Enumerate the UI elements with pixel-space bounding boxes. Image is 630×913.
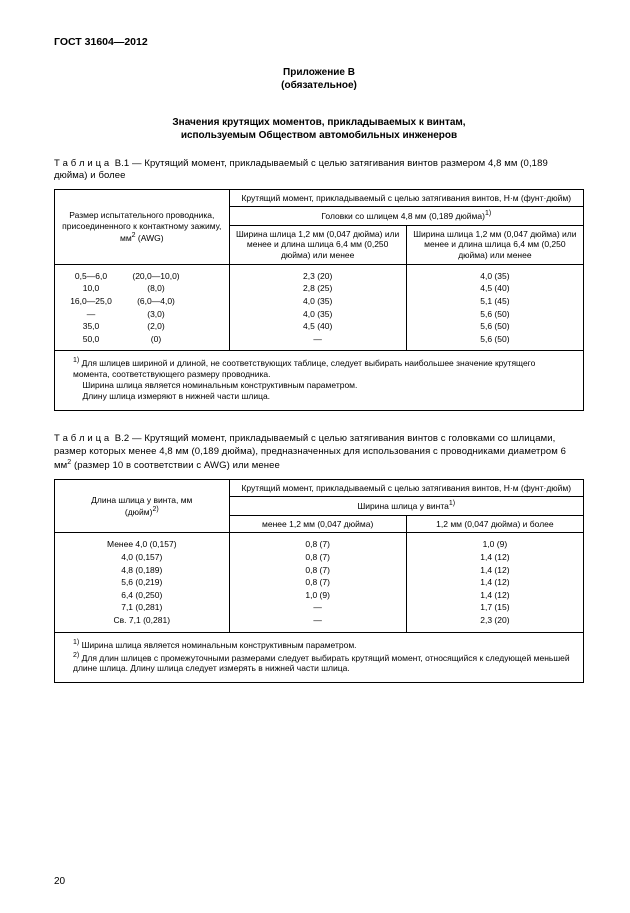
table-b2: Длина шлица у винта, мм(дюйм)2) Крутящий…	[54, 479, 584, 684]
caption-prefix: Т а б л и ц а	[54, 433, 109, 444]
b2-h-c2: менее 1,2 мм (0,047 дюйма)	[229, 515, 406, 533]
section-title-l1: Значения крутящих моментов, прикладываем…	[172, 117, 465, 128]
b1-h-col1b: (AWG)	[136, 232, 164, 242]
b2-h-col1b: (дюйм)	[125, 506, 153, 516]
table-row: Менее 4,0 (0,157)0,8 (7)1,0 (9)	[55, 533, 584, 551]
table-b2-caption: Т а б л и ц а В.2 — Крутящий момент, при…	[54, 433, 584, 472]
table-row: 16,0—25,0(6,0—4,0) 4,0 (35) 5,1 (45)	[55, 295, 584, 308]
table-row: Св. 7,1 (0,281)—2,3 (20)	[55, 614, 584, 632]
caption-text-b: (размер 10 в соответствии с AWG) или мен…	[71, 460, 280, 471]
appendix-line1: Приложение В	[283, 67, 355, 78]
appendix-line2: (обязательное)	[281, 80, 357, 91]
table-row: 35,0(2,0) 4,5 (40) 5,6 (50)	[55, 320, 584, 333]
b2-h-sub: Ширина шлица у винта	[357, 501, 448, 511]
table-b1-caption: Т а б л и ц а В.1 — Крутящий момент, при…	[54, 158, 584, 183]
table-row: 50,0(0) — 5,6 (50)	[55, 333, 584, 351]
table-row: 7,1 (0,281)—1,7 (15)	[55, 601, 584, 614]
caption-prefix: Т а б л и ц а	[54, 158, 109, 169]
document-id: ГОСТ 31604—2012	[54, 36, 584, 48]
b2-h-c3: 1,2 мм (0,047 дюйма) и более	[406, 515, 583, 533]
table-row: 4,0 (0,157)0,8 (7)1,4 (12)	[55, 551, 584, 564]
section-title-l2: используемым Обществом автомобильных инж…	[181, 130, 457, 141]
b2-h-main: Крутящий момент, прикладываемый с целью …	[229, 479, 583, 497]
b1-h-c2: Ширина шлица 1,2 мм (0,047 дюйма) или ме…	[229, 225, 406, 264]
table-row: 6,4 (0,250)1,0 (9)1,4 (12)	[55, 589, 584, 602]
table-row: 4,8 (0,189)0,8 (7)1,4 (12)	[55, 564, 584, 577]
b1-h-sub: Головки со шлицем 4,8 мм (0,189 дюйма)	[321, 211, 485, 221]
b1-h-main: Крутящий момент, прикладываемый с целью …	[229, 189, 583, 207]
b1-footnotes: 1) Для шлицев шириной и длиной, не соотв…	[55, 351, 584, 411]
b2-footnotes: 1) Ширина шлица является номинальным кон…	[55, 632, 584, 683]
caption-text: В.1 — Крутящий момент, прикладываемый с …	[54, 158, 548, 181]
table-row: 0,5—6,0(20,0—10,0) 2,3 (20) 4,0 (35)	[55, 264, 584, 282]
b2-h-col1a: Длина шлица у винта, мм	[91, 495, 192, 505]
table-row: 5,6 (0,219)0,8 (7)1,4 (12)	[55, 576, 584, 589]
table-row: 10,0(8,0) 2,8 (25) 4,5 (40)	[55, 282, 584, 295]
appendix-header: Приложение В (обязательное)	[54, 66, 584, 92]
table-b1: Размер испытательного проводника, присое…	[54, 189, 584, 412]
table-row: —(3,0) 4,0 (35) 5,6 (50)	[55, 308, 584, 321]
section-title: Значения крутящих моментов, прикладываем…	[54, 116, 584, 142]
page-number: 20	[54, 876, 65, 887]
b1-h-c3: Ширина шлица 1,2 мм (0,047 дюйма) или ме…	[406, 225, 583, 264]
